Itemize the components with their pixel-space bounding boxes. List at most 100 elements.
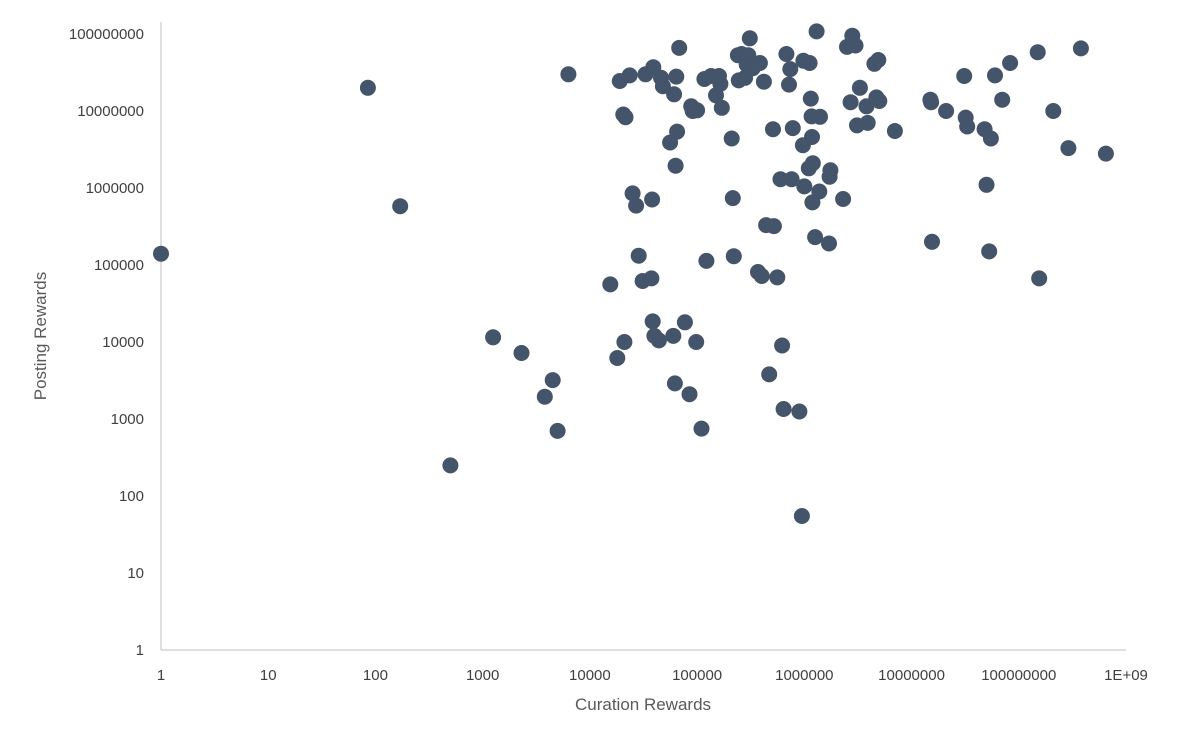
x-tick-label: 100000 xyxy=(672,667,722,684)
data-point xyxy=(924,233,940,250)
data-point xyxy=(796,178,813,195)
y-tick-label: 100 xyxy=(119,488,144,505)
data-point xyxy=(938,103,955,119)
y-axis-title: Posting Rewards xyxy=(31,272,50,401)
data-point xyxy=(359,79,376,96)
data-point xyxy=(778,46,795,62)
data-point xyxy=(536,388,553,405)
data-point xyxy=(870,52,887,68)
data-point xyxy=(804,129,820,145)
data-point xyxy=(544,372,561,389)
data-point xyxy=(842,94,859,111)
data-point xyxy=(723,130,740,147)
data-point xyxy=(811,183,828,200)
data-point xyxy=(1002,55,1019,71)
data-point xyxy=(1045,103,1062,119)
data-point xyxy=(835,191,852,207)
data-point xyxy=(851,79,868,96)
data-point xyxy=(665,327,682,344)
data-point xyxy=(994,91,1011,108)
data-point xyxy=(644,313,661,330)
data-point xyxy=(666,375,683,392)
data-point xyxy=(821,235,837,252)
data-point xyxy=(802,90,819,107)
data-point xyxy=(751,55,768,71)
data-point xyxy=(644,191,661,208)
data-point xyxy=(987,67,1003,84)
y-tick-label: 10000 xyxy=(102,334,144,351)
x-tick-label: 100000000 xyxy=(981,667,1056,684)
data-point xyxy=(793,508,810,524)
data-point xyxy=(712,75,729,92)
x-tick-label: 10000000 xyxy=(878,667,945,684)
data-point xyxy=(669,123,686,140)
data-point xyxy=(812,108,828,125)
x-tick-label: 1000 xyxy=(466,667,499,684)
data-point xyxy=(871,93,888,109)
data-point xyxy=(847,37,864,54)
y-tick-label: 10 xyxy=(127,565,144,582)
data-point xyxy=(442,457,459,474)
data-point xyxy=(654,78,671,95)
data-point xyxy=(153,245,169,262)
data-point xyxy=(676,314,693,331)
data-point xyxy=(725,248,742,265)
data-point xyxy=(781,76,797,93)
data-point xyxy=(560,66,577,83)
data-point xyxy=(822,162,839,179)
data-point xyxy=(761,366,778,383)
data-point xyxy=(698,252,715,269)
data-point xyxy=(740,47,757,64)
data-point xyxy=(667,157,684,174)
data-point xyxy=(671,39,688,56)
x-tick-label: 10000 xyxy=(569,667,611,684)
data-point xyxy=(923,94,940,111)
data-point xyxy=(1029,44,1046,61)
y-tick-label: 100000 xyxy=(94,257,144,274)
data-point xyxy=(666,86,683,103)
data-point xyxy=(755,73,772,90)
data-point xyxy=(769,269,786,286)
data-point xyxy=(630,247,647,264)
x-tick-label: 1000000 xyxy=(775,667,833,684)
data-point xyxy=(753,268,770,284)
x-tick-label: 100 xyxy=(363,667,388,684)
data-point xyxy=(807,229,824,246)
data-point xyxy=(772,171,789,188)
data-point xyxy=(978,176,995,193)
data-point xyxy=(689,102,706,119)
data-point xyxy=(668,68,685,85)
y-tick-label: 1 xyxy=(136,642,144,659)
data-point xyxy=(643,270,660,287)
data-point xyxy=(624,185,641,202)
data-points xyxy=(153,23,1114,524)
data-point xyxy=(392,198,409,215)
data-point xyxy=(859,114,876,131)
data-point xyxy=(485,329,502,346)
data-point xyxy=(959,118,976,135)
data-point xyxy=(774,337,791,354)
data-point xyxy=(982,130,999,147)
data-point xyxy=(886,123,903,139)
data-point xyxy=(549,422,566,439)
data-point xyxy=(1060,140,1077,157)
data-point xyxy=(765,218,782,235)
x-axis-title: Curation Rewards xyxy=(575,695,711,714)
data-point xyxy=(782,61,799,78)
x-tick-label: 1 xyxy=(157,667,165,684)
y-tick-label: 1000000 xyxy=(86,180,144,197)
data-point xyxy=(688,334,705,350)
data-point xyxy=(804,155,821,172)
data-point xyxy=(956,68,973,84)
data-point xyxy=(693,420,710,437)
data-point xyxy=(765,121,781,138)
x-tick-label: 1E+09 xyxy=(1104,667,1148,684)
data-point xyxy=(775,401,792,417)
y-tick-label: 10000000 xyxy=(77,103,144,120)
data-point xyxy=(628,197,645,214)
data-point xyxy=(681,386,698,403)
y-tick-labels: 1 10 100 1000 10000 100000 1000000 10000000 1000… xyxy=(69,26,144,659)
data-point xyxy=(791,403,808,420)
data-point xyxy=(1072,40,1089,57)
